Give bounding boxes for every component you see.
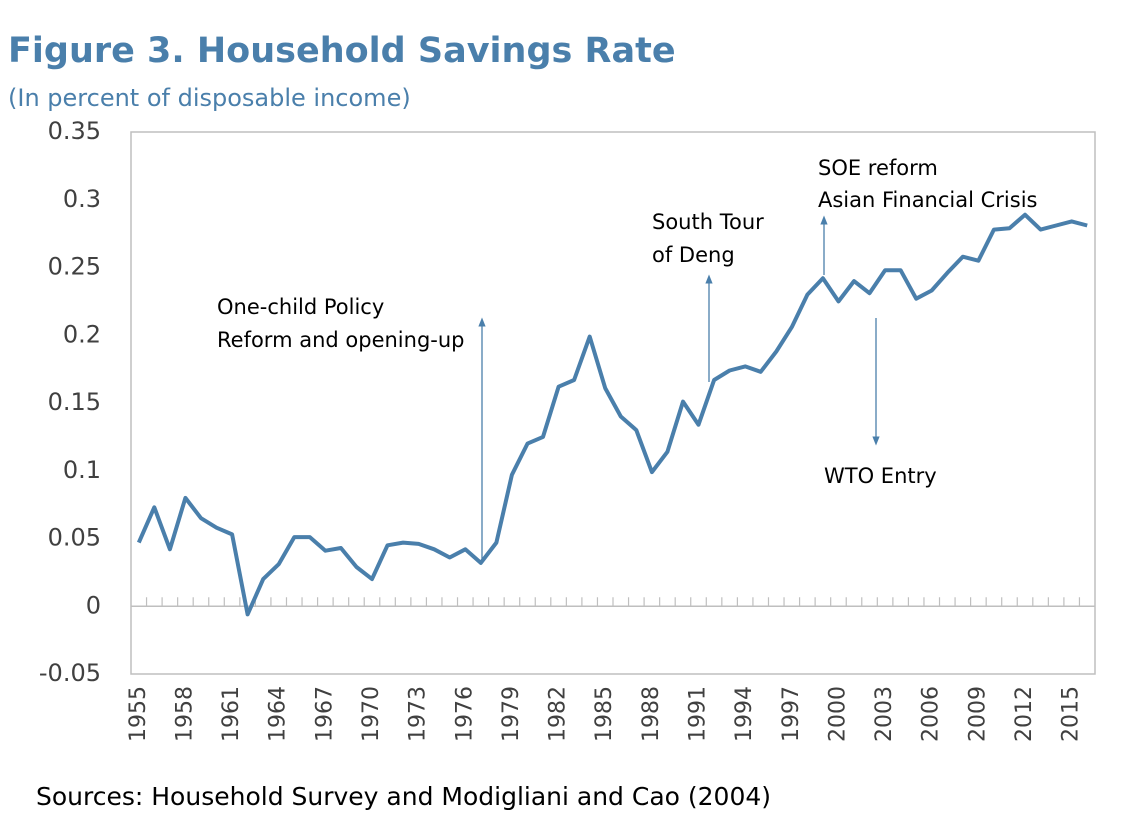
- y-tick-label: 0.05: [48, 524, 101, 552]
- annotation: WTO Entry: [824, 464, 937, 488]
- source-note: Sources: Household Survey and Modigliani…: [36, 782, 771, 811]
- x-tick-label: 1976: [452, 686, 477, 742]
- y-tick-label: 0.25: [48, 253, 101, 281]
- x-tick-label: 1979: [499, 686, 524, 742]
- x-tick-label: 1985: [592, 686, 617, 742]
- plot-frame: [130, 131, 1096, 675]
- annotation: SOE reform: [818, 156, 938, 180]
- x-tick-label: 1964: [266, 686, 291, 742]
- x-tick-label: 2012: [1012, 686, 1037, 742]
- x-tick-label: 1973: [406, 686, 431, 742]
- annotation: of Deng: [652, 243, 735, 267]
- x-tick-label: 1958: [172, 686, 197, 742]
- x-tick-label: 2006: [919, 686, 944, 742]
- y-tick-label: -0.05: [39, 659, 101, 687]
- x-tick-label: 2003: [872, 686, 897, 742]
- y-tick-label: 0: [86, 591, 101, 619]
- chart-subtitle: (In percent of disposable income): [8, 84, 411, 112]
- y-tick-label: 0.35: [48, 117, 101, 145]
- x-tick-label: 1997: [779, 686, 804, 742]
- annotation: South Tour: [652, 210, 764, 234]
- x-tick-label: 1994: [732, 686, 757, 742]
- data-line: [136, 212, 1088, 617]
- x-tick-label: 1991: [686, 686, 711, 742]
- x-tick-label: 1970: [359, 686, 384, 742]
- x-tick-label: 1982: [546, 686, 571, 742]
- y-tick-label: 0.1: [63, 456, 101, 484]
- annotation-arrows: [478, 215, 880, 560]
- x-tick-label: 1955: [126, 686, 151, 742]
- y-tick-label: 0.2: [63, 320, 101, 348]
- annotation: One-child Policy: [217, 295, 384, 319]
- x-tick-label: 2000: [825, 686, 850, 742]
- x-tick-label: 1988: [639, 686, 664, 742]
- x-tick-label: 1967: [312, 686, 337, 742]
- annotation: Reform and opening-up: [217, 328, 465, 352]
- y-tick-label: 0.15: [48, 388, 101, 416]
- x-tick-label: 2015: [1059, 686, 1084, 742]
- x-tick-label: 2009: [965, 686, 990, 742]
- chart-title: Figure 3. Household Savings Rate: [8, 31, 676, 71]
- x-tick-label: 1961: [219, 686, 244, 742]
- annotation: Asian Financial Crisis: [818, 188, 1037, 212]
- y-tick-label: 0.3: [63, 185, 101, 213]
